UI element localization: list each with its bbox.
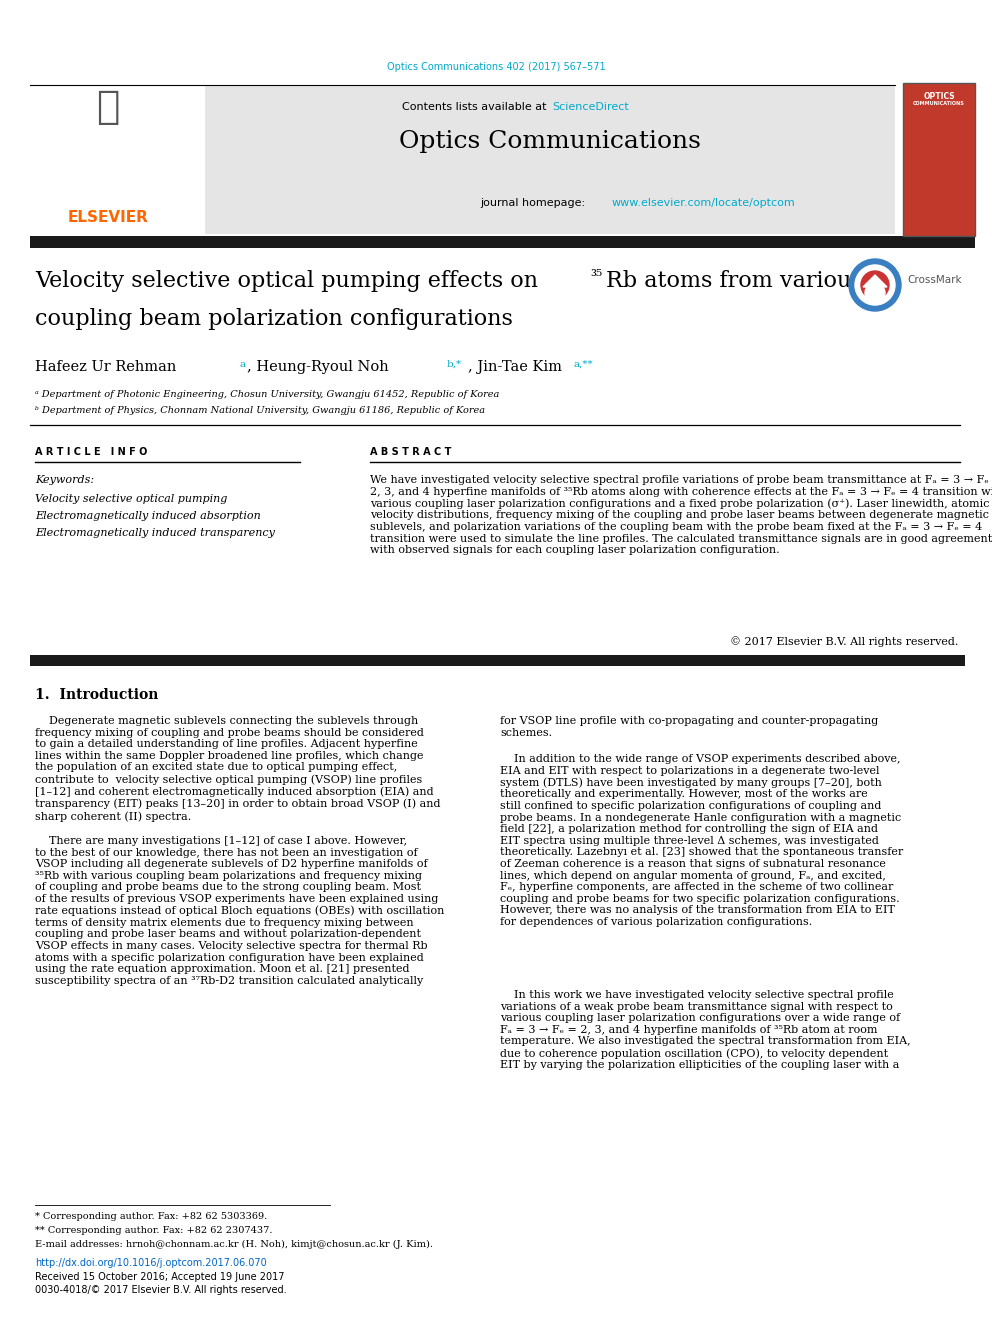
Text: for VSOP line profile with co-propagating and counter-propagating
schemes.: for VSOP line profile with co-propagatin… (500, 716, 878, 738)
Text: There are many investigations [1–12] of case I above. However,
to the best of ou: There are many investigations [1–12] of … (35, 836, 444, 986)
Text: Keywords:: Keywords: (35, 475, 94, 486)
Circle shape (861, 271, 889, 299)
Polygon shape (863, 275, 887, 287)
Text: ** Corresponding author. Fax: +82 62 2307437.: ** Corresponding author. Fax: +82 62 230… (35, 1226, 273, 1234)
Text: We have investigated velocity selective spectral profile variations of probe bea: We have investigated velocity selective … (370, 475, 992, 556)
Text: ³⁵: ³⁵ (590, 270, 602, 284)
Text: In this work we have investigated velocity selective spectral profile
variations: In this work we have investigated veloci… (500, 990, 911, 1070)
Text: In addition to the wide range of VSOP experiments described above,
EIA and EIT w: In addition to the wide range of VSOP ex… (500, 754, 904, 927)
Text: 🌲: 🌲 (96, 89, 120, 126)
Text: Velocity selective optical pumping: Velocity selective optical pumping (35, 493, 227, 504)
Text: 1.  Introduction: 1. Introduction (35, 688, 159, 703)
Text: Optics Communications: Optics Communications (399, 130, 701, 153)
Text: Degenerate magnetic sublevels connecting the sublevels through
frequency mixing : Degenerate magnetic sublevels connecting… (35, 716, 440, 822)
Text: http://dx.doi.org/10.1016/j.optcom.2017.06.070: http://dx.doi.org/10.1016/j.optcom.2017.… (35, 1258, 267, 1267)
Text: journal homepage:: journal homepage: (480, 198, 588, 208)
Text: Electromagnetically induced absorption: Electromagnetically induced absorption (35, 511, 261, 521)
Text: , Heung-Ryoul Noh: , Heung-Ryoul Noh (247, 360, 394, 374)
Text: A B S T R A C T: A B S T R A C T (370, 447, 451, 456)
Text: b,*: b,* (447, 360, 462, 369)
Bar (205, 86, 895, 234)
Text: ELSEVIER: ELSEVIER (67, 210, 149, 225)
Text: * Corresponding author. Fax: +82 62 5303369.: * Corresponding author. Fax: +82 62 5303… (35, 1212, 267, 1221)
Circle shape (855, 265, 895, 306)
Text: Rb atoms from various: Rb atoms from various (606, 270, 863, 292)
Bar (903, 83, 975, 235)
Circle shape (849, 259, 901, 311)
Circle shape (865, 283, 885, 303)
Text: Hafeez Ur Rehman: Hafeez Ur Rehman (35, 360, 181, 374)
Text: A R T I C L E   I N F O: A R T I C L E I N F O (35, 447, 148, 456)
Text: OPTICS: OPTICS (924, 93, 955, 101)
Text: , Jin-Tae Kim: , Jin-Tae Kim (468, 360, 566, 374)
Bar (30, 86, 205, 234)
Bar (30, 235, 975, 247)
Text: E-mail addresses: hrnoh@chonnam.ac.kr (H. Noh), kimjt@chosun.ac.kr (J. Kim).: E-mail addresses: hrnoh@chonnam.ac.kr (H… (35, 1240, 433, 1249)
Text: a: a (239, 360, 245, 369)
Text: Velocity selective optical pumping effects on: Velocity selective optical pumping effec… (35, 270, 546, 292)
Text: Optics Communications 402 (2017) 567–571: Optics Communications 402 (2017) 567–571 (387, 62, 605, 71)
Text: www.elsevier.com/locate/optcom: www.elsevier.com/locate/optcom (612, 198, 796, 208)
Text: ᵇ Department of Physics, Chonnam National University, Gwangju 61186, Republic of: ᵇ Department of Physics, Chonnam Nationa… (35, 406, 485, 415)
Text: a,**: a,** (573, 360, 592, 369)
Text: CrossMark: CrossMark (907, 275, 961, 284)
Text: Contents lists available at: Contents lists available at (402, 102, 550, 112)
Text: © 2017 Elsevier B.V. All rights reserved.: © 2017 Elsevier B.V. All rights reserved… (730, 636, 958, 647)
Text: COMMUNICATIONS: COMMUNICATIONS (913, 101, 965, 106)
Text: Electromagnetically induced transparency: Electromagnetically induced transparency (35, 528, 275, 538)
Text: Received 15 October 2016; Accepted 19 June 2017: Received 15 October 2016; Accepted 19 Ju… (35, 1271, 285, 1282)
Text: ScienceDirect: ScienceDirect (552, 102, 629, 112)
Text: 0030-4018/© 2017 Elsevier B.V. All rights reserved.: 0030-4018/© 2017 Elsevier B.V. All right… (35, 1285, 287, 1295)
Text: ᵃ Department of Photonic Engineering, Chosun University, Gwangju 61452, Republic: ᵃ Department of Photonic Engineering, Ch… (35, 390, 499, 400)
Text: coupling beam polarization configurations: coupling beam polarization configuration… (35, 308, 513, 329)
Bar (30, 655, 965, 665)
